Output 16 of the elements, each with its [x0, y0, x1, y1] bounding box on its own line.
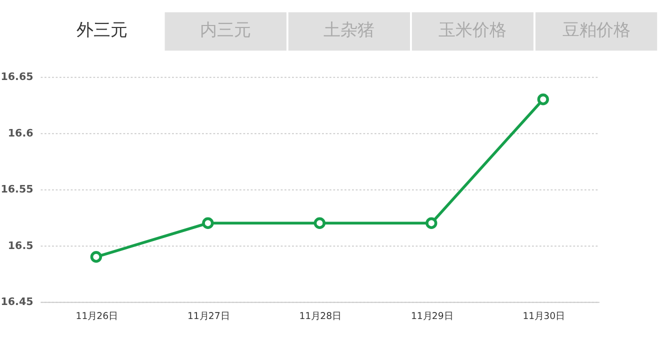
- point: [314, 217, 326, 229]
- point: [90, 251, 102, 263]
- y-tick-label: 16.45: [0, 296, 34, 308]
- x-tick-label: 11月30日: [522, 311, 565, 322]
- y-tick-label: 16.65: [0, 71, 34, 84]
- y-tick-label: 16.5: [8, 240, 34, 252]
- y-tick-label: 16.55: [0, 184, 34, 196]
- x-tick-label: 11月28日: [299, 311, 342, 322]
- point: [202, 217, 214, 229]
- text: 外三元: [76, 20, 128, 40]
- point: [537, 94, 549, 106]
- x-tick-label: 11月26日: [76, 311, 118, 322]
- x-tick-label: 11月29日: [410, 311, 453, 322]
- y-tick-label: 16.6: [8, 127, 34, 140]
- x-tick-label: 11月27日: [187, 311, 230, 322]
- point: [426, 217, 438, 229]
